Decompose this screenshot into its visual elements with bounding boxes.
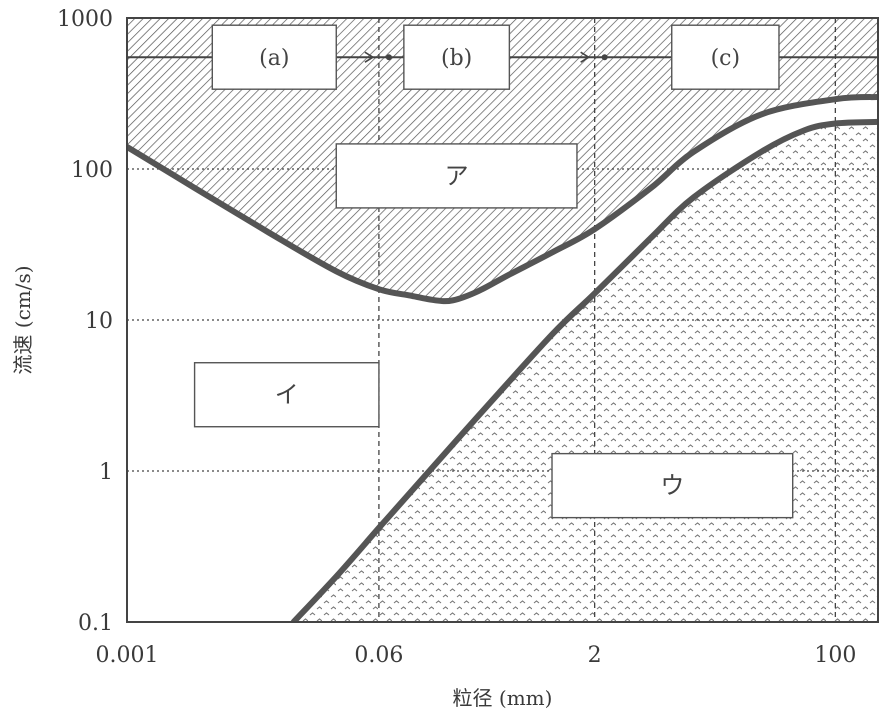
tick-labels: 0.001 0.06 2 100 0.1 1 10 100 1000 [57, 7, 856, 668]
x-tick-label: 2 [588, 643, 602, 668]
region-label-text: ウ [660, 472, 684, 500]
region-label-text: (c) [711, 46, 741, 71]
y-tick-label: 1000 [57, 7, 113, 32]
x-tick-label: 0.06 [354, 643, 403, 668]
y-tick-label: 1 [99, 460, 113, 485]
boundary-curves [127, 94, 878, 622]
region-label-text: (a) [259, 46, 289, 71]
x-axis-title: 粒径 (mm) [453, 686, 553, 710]
region-labels: (a) (b) (c) アイウ [193, 24, 794, 519]
transport-arrowhead [580, 51, 591, 63]
x-tick-label: 100 [814, 643, 856, 668]
label-box [335, 143, 578, 209]
transport-arrowhead [364, 51, 375, 63]
y-tick-label: 10 [85, 309, 113, 334]
transport-dot [385, 54, 392, 61]
label-box [193, 362, 380, 428]
y-axis-title: 流速 (cm/s) [11, 265, 35, 374]
region-label-text: イ [275, 381, 299, 409]
label-box [403, 24, 511, 90]
deposition-curve [290, 118, 878, 622]
label-box [671, 24, 780, 90]
transport-dot [601, 54, 608, 61]
erosion-curve [127, 94, 878, 305]
label-box [211, 24, 337, 90]
x-tick-label: 0.001 [96, 643, 159, 668]
label-box [551, 452, 794, 519]
plot-frame [126, 17, 879, 623]
plot-border [126, 17, 879, 623]
y-tick-label: 100 [71, 158, 113, 183]
region-label-text: (b) [441, 46, 472, 71]
region-label-text: ア [445, 162, 469, 190]
y-tick-label: 0.1 [78, 611, 113, 636]
